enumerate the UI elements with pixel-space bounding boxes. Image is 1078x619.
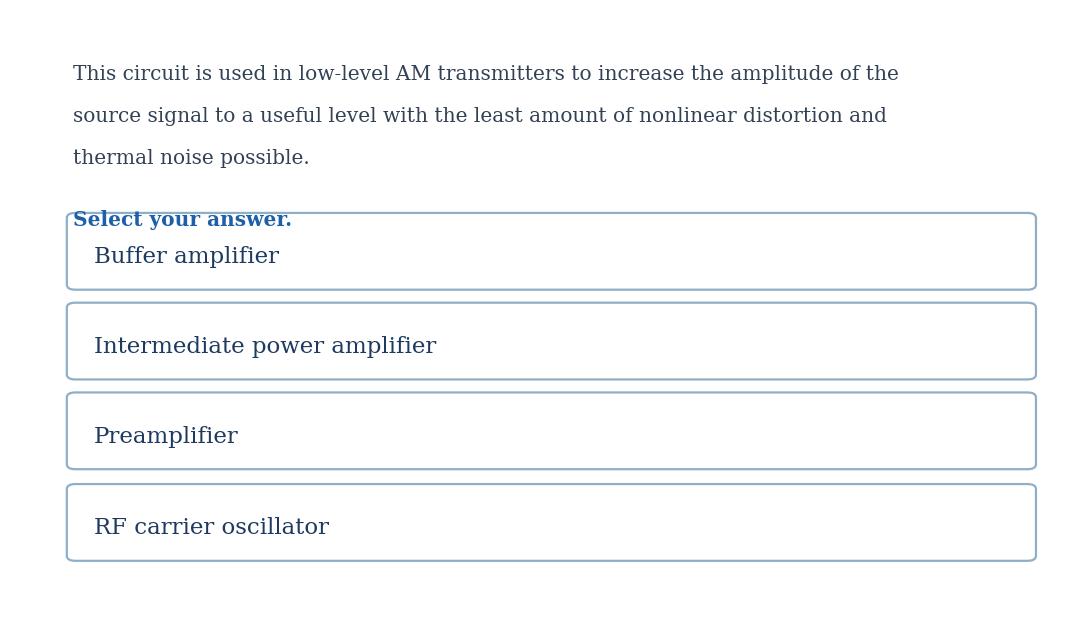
Text: RF carrier oscillator: RF carrier oscillator xyxy=(94,517,329,539)
Text: Intermediate power amplifier: Intermediate power amplifier xyxy=(94,336,436,358)
Text: Preamplifier: Preamplifier xyxy=(94,426,238,448)
Text: Buffer amplifier: Buffer amplifier xyxy=(94,246,279,268)
Text: This circuit is used in low-level AM transmitters to increase the amplitude of t: This circuit is used in low-level AM tra… xyxy=(73,65,899,84)
Text: Select your answer.: Select your answer. xyxy=(73,210,292,230)
Text: source signal to a useful level with the least amount of nonlinear distortion an: source signal to a useful level with the… xyxy=(73,107,887,126)
FancyBboxPatch shape xyxy=(67,303,1036,379)
FancyBboxPatch shape xyxy=(67,213,1036,290)
Text: thermal noise possible.: thermal noise possible. xyxy=(73,149,310,168)
FancyBboxPatch shape xyxy=(67,392,1036,469)
FancyBboxPatch shape xyxy=(67,484,1036,561)
